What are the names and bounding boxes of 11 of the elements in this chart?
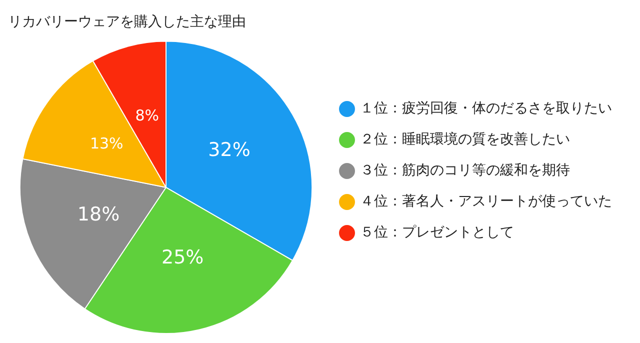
data-label: 8% <box>135 106 159 125</box>
legend-label: ５位：プレゼントとして <box>360 224 514 241</box>
legend-label: ４位：著名人・アスリートが使っていた <box>360 194 612 210</box>
data-label: 18% <box>77 203 120 226</box>
chart-title: リカバリーウェアを購入した主な理由 <box>8 14 246 30</box>
legend-label: ２位：睡眠環境の質を改善したい <box>360 130 570 148</box>
data-label: 13% <box>90 134 124 153</box>
legend-label: ３位：筋肉のコリ等の緩和を期待 <box>360 162 570 179</box>
legend-label: １位：疲労回復・体のだるさを取りたい <box>360 100 612 117</box>
data-label: 25% <box>161 246 204 268</box>
data-label: 32% <box>208 138 250 161</box>
